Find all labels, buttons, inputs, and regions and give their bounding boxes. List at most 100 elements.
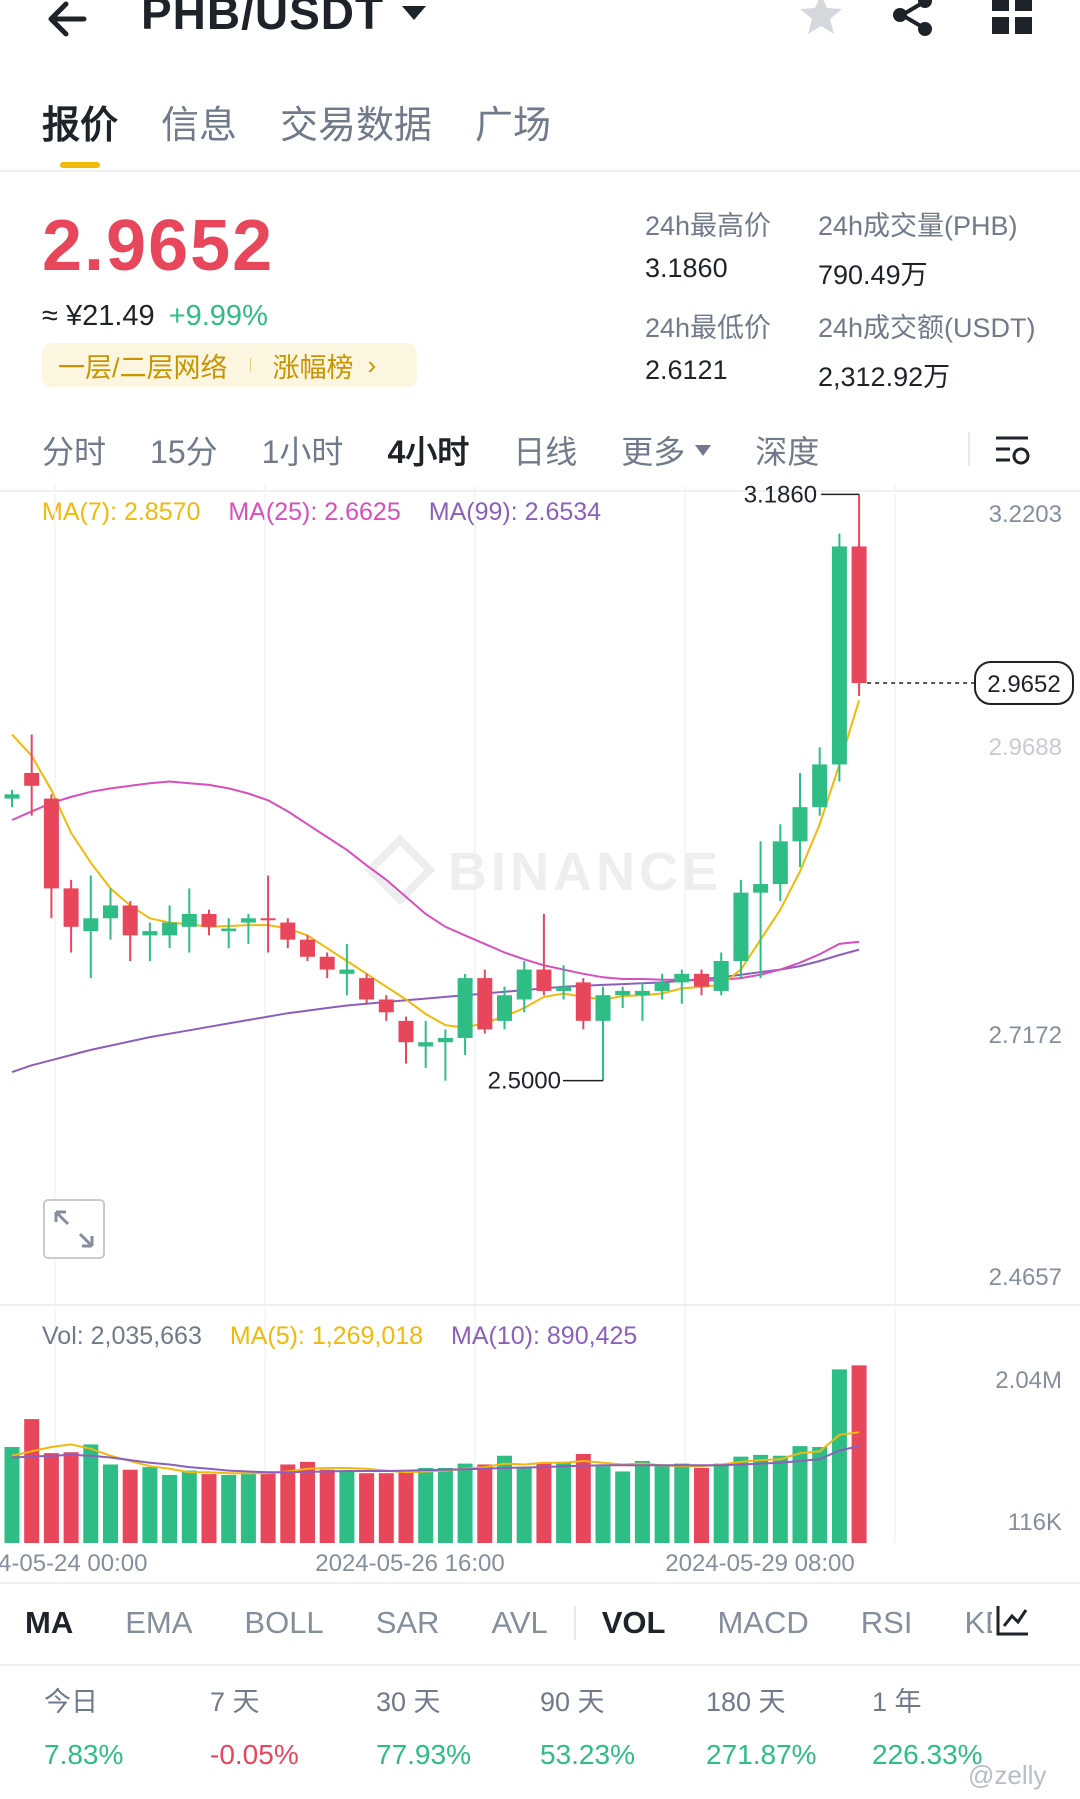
indicator-avl[interactable]: AVL [491, 1605, 548, 1640]
candle-body [339, 969, 355, 974]
stat-value: 3.1860 [645, 253, 728, 283]
indicator-ema[interactable]: EMA [125, 1605, 193, 1640]
pair-selector[interactable]: PHB/USDT [141, 0, 427, 40]
interval-4h[interactable]: 4小时 [387, 434, 470, 470]
candle-body [634, 990, 650, 996]
volume-bar [575, 1454, 591, 1543]
candle [280, 918, 296, 949]
current-price-box [974, 661, 1074, 706]
share-icon[interactable] [888, 0, 938, 40]
volume-bar [398, 1472, 414, 1543]
interval-more[interactable]: 更多 [621, 427, 712, 473]
stat-label: 24h成交量(PHB) [818, 211, 1018, 241]
divider [0, 170, 1080, 172]
chevron-right-icon: › [367, 349, 377, 380]
candle [43, 794, 59, 919]
tab-quote[interactable]: 报价 [42, 105, 119, 147]
current-price-label: 2.9652 [987, 671, 1060, 698]
tag-separator [249, 358, 251, 372]
binance-logo-icon [364, 834, 436, 906]
indicator-rsi[interactable]: RSI [860, 1605, 913, 1640]
divider [0, 1582, 1080, 1584]
candle [694, 969, 709, 996]
indicator-bar: MA EMA BOLL SAR AVL VOL MACD RSI KD [0, 1595, 1080, 1651]
interval-timeline[interactable]: 分时 [42, 434, 107, 470]
performance-item: 1 年 226.33% [872, 1680, 1032, 1771]
indicator-boll[interactable]: BOLL [244, 1605, 324, 1640]
performance-value: 53.23% [540, 1739, 635, 1770]
tab-square[interactable]: 广场 [475, 105, 552, 147]
candle-body [556, 986, 572, 991]
volume-bar [240, 1472, 256, 1543]
candlestick-chart[interactable]: BINANCE 3.1860 2.5000 2.9652 3.2203 2.9688 2… [0, 485, 1080, 1590]
volume-bar [300, 1461, 315, 1543]
tag-category[interactable]: 一层/二层网络 [58, 352, 228, 383]
grid-menu-icon[interactable] [988, 0, 1038, 40]
candle [477, 969, 493, 1034]
candle [713, 952, 729, 996]
performance-value: 271.87% [706, 1739, 817, 1770]
volume-bar [516, 1467, 532, 1543]
candle [615, 986, 631, 1009]
performance-item: 30 天 77.93% [376, 1680, 536, 1771]
volume-bar [201, 1474, 217, 1543]
candle-body [162, 922, 178, 936]
tag-gainers[interactable]: 涨幅榜 [272, 352, 354, 383]
candle [792, 772, 808, 867]
stat-label: 24h最低价 [645, 313, 772, 343]
volume-bar [24, 1419, 40, 1543]
interval-15m[interactable]: 15分 [150, 434, 218, 470]
candle-body [378, 999, 394, 1013]
performance-value: -0.05% [210, 1739, 299, 1770]
indicator-ma[interactable]: MA [25, 1605, 74, 1640]
tag-pill[interactable]: 一层/二层网络 涨幅榜 › [42, 343, 417, 387]
candle [575, 978, 591, 1030]
indicator-vol[interactable]: VOL [601, 1605, 666, 1640]
interval-1d[interactable]: 日线 [513, 434, 578, 470]
performance-value: 77.93% [376, 1739, 471, 1770]
candle-body [477, 978, 493, 1030]
interval-1h[interactable]: 1小时 [261, 434, 344, 470]
interval-more-label: 更多 [621, 434, 686, 470]
chart-settings-icon[interactable] [992, 430, 1032, 470]
price-axis-label: 2.4657 [989, 1264, 1062, 1291]
candle-body [181, 914, 197, 927]
volume-bar [674, 1463, 690, 1543]
candle-body [536, 969, 552, 991]
back-arrow-icon[interactable] [42, 0, 102, 44]
indicator-settings-icon[interactable] [992, 1600, 1032, 1640]
candle [122, 901, 138, 962]
volume-bar [359, 1473, 375, 1543]
performance-item: 180 天 271.87% [706, 1680, 866, 1771]
star-icon[interactable] [796, 0, 846, 40]
candle-body [122, 905, 138, 936]
price-axis-label: 2.7172 [989, 1022, 1062, 1049]
legend-vol: Vol: 2,035,663 [42, 1322, 202, 1350]
volume-bar [162, 1474, 178, 1543]
time-axis-label: 4-05-24 00:00 [0, 1550, 147, 1577]
performance-label: 7 天 [210, 1687, 260, 1717]
performance-label: 90 天 [540, 1687, 605, 1717]
candle-body [142, 931, 158, 936]
expand-chart-icon[interactable] [43, 1199, 105, 1259]
volume-bar [812, 1447, 828, 1543]
volume-bar [733, 1456, 749, 1543]
indicator-macd[interactable]: MACD [717, 1605, 809, 1640]
candle-body [831, 546, 847, 765]
performance-label: 今日 [44, 1687, 98, 1717]
legend-vol-ma5: MA(5): 1,269,018 [229, 1322, 424, 1350]
price-change: +9.99% [168, 300, 268, 332]
annotations: 3.1860 2.5000 2.9652 [488, 485, 1074, 1095]
candle-body [260, 918, 276, 921]
high-marker-label: 3.1860 [744, 485, 817, 508]
tab-trading-data[interactable]: 交易数据 [280, 105, 433, 147]
candle-body [674, 973, 690, 983]
candle [497, 986, 512, 1030]
candle [634, 982, 650, 1021]
stat-24h-high: 24h最高价 3.1860 [645, 204, 771, 284]
indicator-sar[interactable]: SAR [375, 1605, 440, 1640]
ma-legend: MA(7): 2.8570 MA(25): 2.6625 MA(99): 2.6… [42, 498, 601, 527]
candle [63, 879, 79, 953]
interval-depth[interactable]: 深度 [755, 434, 820, 470]
tab-info[interactable]: 信息 [161, 105, 238, 147]
